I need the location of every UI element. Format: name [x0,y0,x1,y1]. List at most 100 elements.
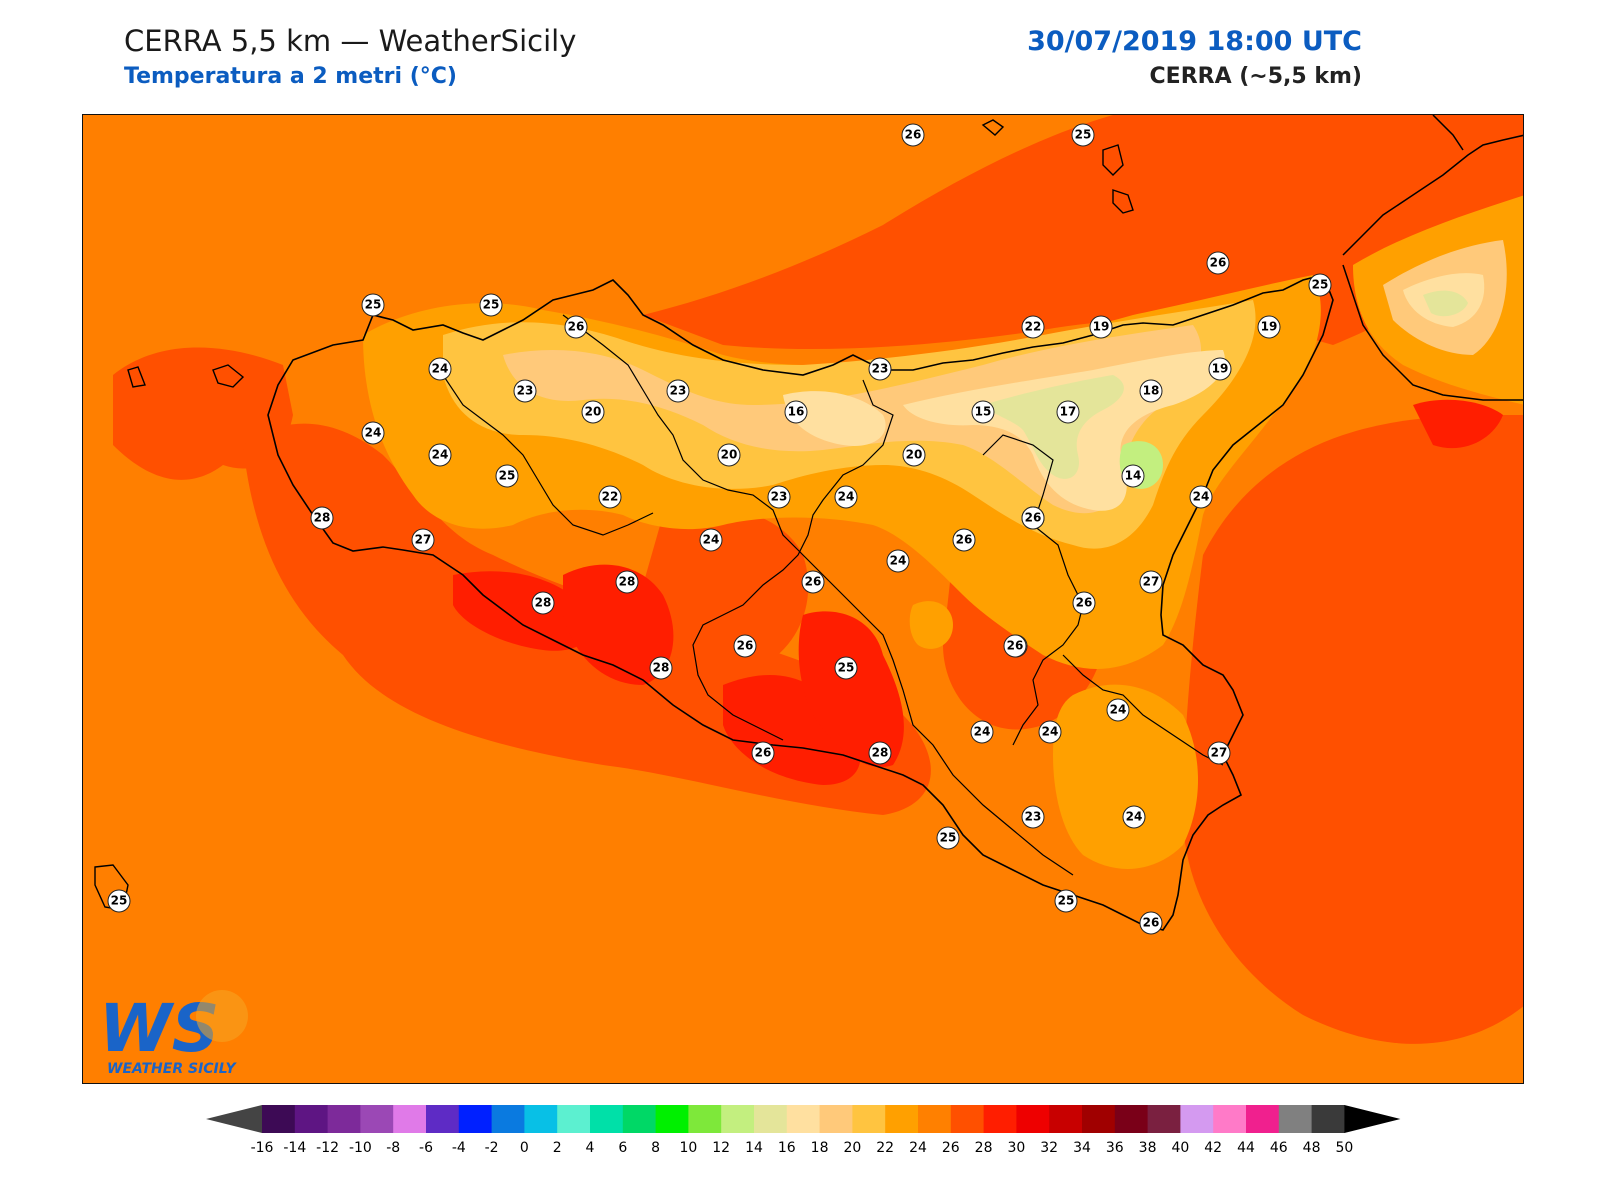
colorbar-tick-label: 38 [1138,1140,1157,1156]
station-value-marker: 22 [1021,315,1045,339]
colorbar-tick-label: 42 [1204,1140,1223,1156]
station-value-marker: 26 [901,123,925,147]
colorbar-swatch [491,1105,525,1133]
station-value-marker: 26 [564,315,588,339]
colorbar-swatch [786,1105,821,1133]
station-value-marker: 26 [1206,251,1230,275]
colorbar-swatch [1147,1105,1181,1133]
colorbar-tick-label: 50 [1335,1140,1354,1156]
valid-datetime: 30/07/2019 18:00 UTC [1027,26,1362,57]
station-value-marker: 23 [767,485,791,509]
model-label: CERRA (~5,5 km) [1149,64,1362,89]
colorbar-swatch [393,1105,427,1133]
colorbar-tick-label: 44 [1237,1140,1255,1156]
colorbar-swatch [524,1105,558,1133]
station-value-marker: 28 [531,591,555,615]
colorbar-tick-label: 36 [1105,1140,1124,1156]
colorbar-swatch [983,1105,1017,1133]
colorbar-swatch [655,1105,689,1133]
colorbar-swatch [819,1105,853,1133]
station-value-marker: 16 [784,400,808,424]
colorbar-swatch [754,1105,788,1133]
colorbar-tick-label: 48 [1302,1140,1321,1156]
station-value-marker: 25 [936,826,960,850]
station-value-marker: 23 [666,379,690,403]
station-value-marker: 24 [1038,720,1062,744]
station-value-marker: 24 [699,528,723,552]
colorbar-tick-label: -6 [419,1140,433,1156]
colorbar-swatch [885,1105,919,1133]
colorbar-tick-label: 32 [1040,1140,1059,1156]
station-value-marker: 20 [717,443,741,467]
colorbar-tick-label: 40 [1171,1140,1190,1156]
weathersicily-logo: WS WEATHER SICILY [97,981,257,1081]
colorbar-swatch [1016,1105,1050,1133]
colorbar-under-arrow [206,1105,262,1133]
station-value-marker: 25 [495,464,519,488]
colorbar [0,1105,1600,1175]
station-value-marker: 26 [1139,911,1163,935]
station-value-marker: 27 [1207,741,1231,765]
station-value-marker: 24 [1106,698,1130,722]
station-value-marker: 22 [598,485,622,509]
colorbar-swatch [1180,1105,1214,1133]
station-value-marker: 25 [1054,889,1078,913]
colorbar-tick-label: 34 [1073,1140,1091,1156]
station-value-marker: 26 [801,570,825,594]
colorbar-tick-label: 18 [810,1140,829,1156]
colorbar-swatch [950,1105,985,1133]
station-value-marker: 26 [1072,591,1096,615]
colorbar-tick-label: -14 [283,1140,307,1156]
station-value-marker: 26 [952,528,976,552]
station-value-marker: 24 [886,549,910,573]
colorbar-tick-label: 46 [1269,1140,1288,1156]
station-value-marker: 24 [361,421,385,445]
colorbar-tick-label: -8 [386,1140,401,1156]
colorbar-swatch [1049,1105,1083,1133]
station-value-marker: 28 [615,570,639,594]
station-value-marker: 24 [1189,485,1213,509]
station-value-marker: 26 [733,634,757,658]
colorbar-swatch [852,1105,886,1133]
colorbar-swatch [294,1105,329,1133]
colorbar-swatch [918,1105,952,1133]
colorbar-tick-label: 24 [909,1140,927,1156]
colorbar-swatch [688,1105,722,1133]
colorbar-tick-label: 14 [745,1140,763,1156]
colorbar-swatch [1246,1105,1280,1133]
map-title: CERRA 5,5 km — WeatherSicily [124,24,577,58]
colorbar-swatch [721,1105,755,1133]
station-value-marker: 26 [751,741,775,765]
station-value-marker: 24 [1122,805,1146,829]
svg-text:WEATHER SICILY: WEATHER SICILY [107,1061,238,1077]
colorbar-tick-label: 10 [679,1140,698,1156]
station-value-marker: 27 [1139,570,1163,594]
colorbar-tick-label: 28 [974,1140,993,1156]
temperature-field [83,115,1523,1083]
colorbar-tick-label: 6 [618,1140,628,1156]
station-value-marker: 25 [479,293,503,317]
station-value-marker: 19 [1089,315,1113,339]
colorbar-swatch [1311,1105,1345,1133]
colorbar-swatch [590,1105,624,1133]
colorbar-swatch [1114,1105,1149,1133]
colorbar-swatch [262,1105,296,1133]
station-value-marker: 26 [1003,634,1027,658]
station-value-marker: 26 [1021,506,1045,530]
temperature-map: 26 25 26 25 25 25 26 24 23 23 22 19 19 19 23 18 16 15 17 20… [82,114,1524,1084]
colorbar-tick-label: 26 [941,1140,960,1156]
colorbar-tick-label: 12 [712,1140,731,1156]
colorbar-swatch [426,1105,460,1133]
station-value-marker: 28 [310,506,334,530]
colorbar-swatch [458,1105,493,1133]
station-value-marker: 17 [1056,400,1080,424]
colorbar-swatch [1082,1105,1116,1133]
station-value-marker: 19 [1257,315,1281,339]
station-value-marker: 19 [1208,357,1232,381]
station-value-marker: 24 [970,720,994,744]
station-value-marker: 25 [1308,273,1332,297]
station-value-marker: 15 [971,400,995,424]
colorbar-tick-label: -10 [348,1140,372,1156]
colorbar-swatch [360,1105,394,1133]
colorbar-swatch [327,1105,361,1133]
